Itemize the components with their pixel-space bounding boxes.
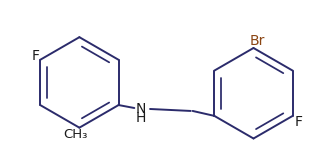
Text: N: N	[136, 102, 146, 116]
Text: F: F	[295, 115, 303, 129]
Text: Br: Br	[250, 34, 265, 48]
Text: F: F	[31, 49, 39, 63]
Text: CH₃: CH₃	[63, 128, 88, 141]
Text: H: H	[136, 111, 146, 125]
